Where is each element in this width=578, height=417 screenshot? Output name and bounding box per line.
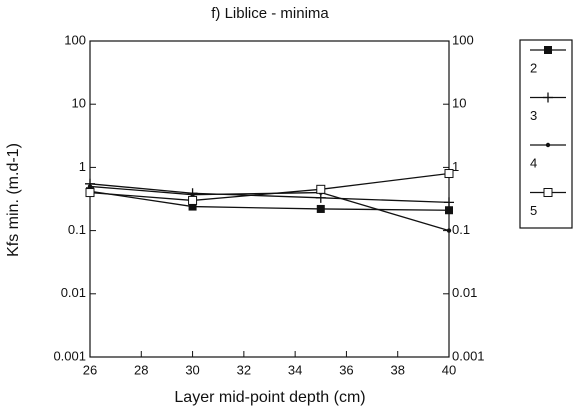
x-axis-label: Layer mid-point depth (cm) bbox=[174, 389, 365, 406]
y2-tick-label: 0.001 bbox=[452, 348, 485, 363]
marker bbox=[445, 206, 453, 215]
y-tick-label: 100 bbox=[64, 32, 86, 47]
y2-tick-label: 0.1 bbox=[452, 222, 470, 237]
marker bbox=[444, 169, 454, 179]
series-line bbox=[89, 172, 450, 202]
marker bbox=[446, 228, 452, 233]
legend-marker bbox=[545, 142, 551, 148]
series-line bbox=[89, 185, 450, 232]
legend-label: 2 bbox=[530, 60, 537, 75]
legend-box bbox=[519, 39, 573, 229]
marker bbox=[316, 204, 325, 213]
legend-label: 5 bbox=[530, 203, 537, 218]
marker bbox=[444, 197, 454, 208]
marker bbox=[85, 188, 95, 198]
y-axis-label: Kfs min. (m.d-1) bbox=[5, 143, 22, 257]
y2-tick-label: 0.01 bbox=[452, 285, 477, 300]
marker bbox=[188, 202, 197, 211]
y2-tick-label: 100 bbox=[452, 32, 474, 47]
x-tick-label: 32 bbox=[237, 362, 251, 377]
legend-marker bbox=[544, 46, 552, 54]
y-tick-label: 0.01 bbox=[61, 285, 86, 300]
x-tick-label: 34 bbox=[288, 362, 302, 377]
x-tick-label: 28 bbox=[134, 362, 148, 377]
y-tick-label: 10 bbox=[72, 96, 86, 111]
legend-label: 3 bbox=[530, 108, 537, 123]
legend-marker bbox=[543, 92, 553, 103]
chart-title: f) Liblice - minima bbox=[211, 5, 329, 22]
y-tick-label: 0.001 bbox=[53, 348, 86, 363]
marker bbox=[87, 184, 93, 189]
marker bbox=[188, 195, 198, 205]
y2-tick-label: 1 bbox=[452, 159, 459, 174]
x-tick-label: 26 bbox=[83, 362, 97, 377]
x-tick-label: 38 bbox=[390, 362, 404, 377]
series-line bbox=[89, 183, 450, 203]
y-tick-label: 0.1 bbox=[68, 222, 86, 237]
legend-label: 4 bbox=[530, 155, 537, 170]
marker bbox=[190, 192, 195, 197]
x-tick-label: 30 bbox=[185, 362, 199, 377]
series-line bbox=[89, 190, 450, 211]
x-tick-label: 36 bbox=[339, 362, 353, 377]
legend-marker bbox=[543, 188, 553, 197]
x-tick-label: 40 bbox=[442, 362, 456, 377]
y-tick-label: 1 bbox=[79, 159, 86, 174]
y2-tick-label: 10 bbox=[452, 96, 466, 111]
marker bbox=[316, 184, 326, 194]
